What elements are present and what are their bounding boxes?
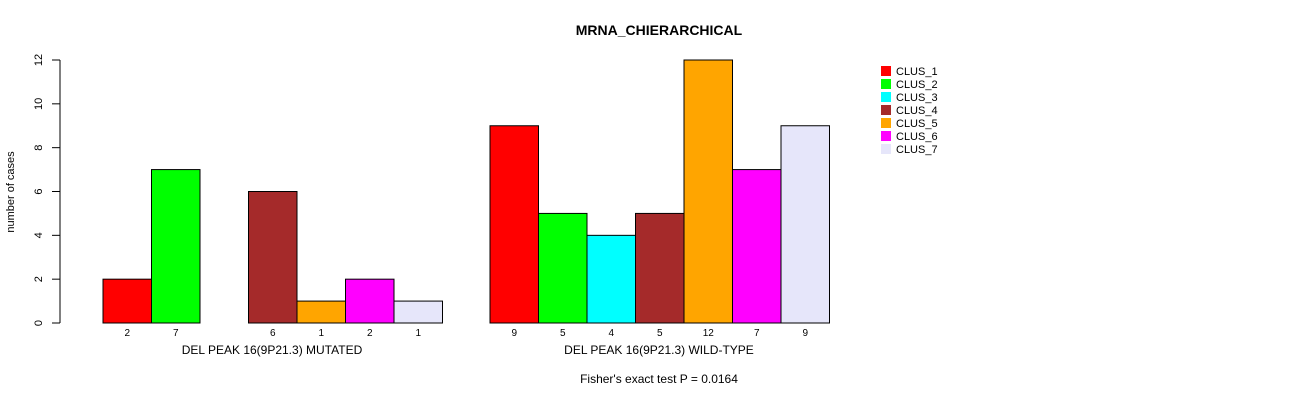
bar-value-label: 9 — [802, 328, 808, 339]
bar-value-label: 9 — [511, 328, 517, 339]
bar-clus-3-group-2 — [586, 234, 636, 324]
bar-value-labels: 2 7 6 1 2 1 9 5 4 5 12 7 9 — [124, 328, 808, 339]
legend: CLUS_1CLUS_2CLUS_3CLUS_4CLUS_5CLUS_6CLUS… — [881, 66, 938, 156]
legend-label: CLUS_4 — [896, 105, 938, 117]
legend-swatch-clus-4 — [881, 105, 891, 115]
y-tick-label: 12 — [33, 54, 45, 66]
bar-value-label: 5 — [560, 328, 566, 339]
bar-clus-6-group-1 — [345, 278, 395, 324]
bar-clus-5-group-1 — [296, 300, 346, 324]
bar-clus-5-group-2 — [683, 59, 733, 324]
bar-clus-4-group-1 — [248, 191, 298, 324]
legend-label: CLUS_5 — [896, 118, 938, 130]
legend-label: CLUS_7 — [896, 144, 938, 156]
bar-value-label: 1 — [415, 328, 421, 339]
legend-swatch-clus-3 — [881, 92, 891, 102]
legend-swatch-clus-7 — [881, 144, 891, 154]
legend-label: CLUS_1 — [896, 66, 938, 78]
bar-value-label: 6 — [270, 328, 276, 339]
y-tick-label: 8 — [33, 145, 45, 151]
bar-clus-6-group-2 — [732, 169, 782, 324]
bar-clus-2-group-2 — [538, 212, 588, 324]
group-label-wild-type: DEL PEAK 16(9P21.3) WILD-TYPE — [564, 343, 754, 357]
y-tick-label: 0 — [33, 320, 45, 326]
bar-clus-2-group-1 — [151, 169, 201, 324]
bar-clus-7-group-1 — [393, 300, 443, 324]
bar-clus-4-group-2 — [635, 212, 685, 324]
legend-label: CLUS_6 — [896, 131, 938, 143]
legend-swatch-clus-5 — [881, 118, 891, 128]
chart-title: MRNA_CHIERARCHICAL — [576, 22, 743, 38]
bar-value-label: 4 — [608, 328, 614, 339]
bars — [102, 59, 830, 324]
bar-clus-1-group-1 — [102, 278, 152, 324]
bar-value-label: 2 — [367, 328, 373, 339]
y-tick-label: 2 — [33, 276, 45, 282]
legend-swatch-clus-2 — [881, 79, 891, 89]
bar-value-label: 7 — [173, 328, 179, 339]
bar-value-label: 1 — [318, 328, 324, 339]
bar-value-label: 12 — [703, 328, 715, 339]
y-tick-label: 6 — [33, 188, 45, 194]
group-label-mutated: DEL PEAK 16(9P21.3) MUTATED — [182, 343, 363, 357]
bar-clus-7-group-2 — [780, 125, 830, 324]
fisher-test-footnote: Fisher's exact test P = 0.0164 — [580, 372, 738, 386]
legend-swatch-clus-1 — [881, 66, 891, 76]
y-axis: 0 2 4 6 8 10 12 — [33, 54, 61, 326]
legend-label: CLUS_2 — [896, 79, 938, 91]
bar-value-label: 7 — [754, 328, 760, 339]
legend-swatch-clus-6 — [881, 131, 891, 141]
y-axis-label: number of cases — [5, 151, 17, 233]
y-tick-label: 10 — [33, 98, 45, 110]
bar-value-label: 2 — [124, 328, 130, 339]
legend-label: CLUS_3 — [896, 92, 938, 104]
y-tick-label: 4 — [33, 232, 45, 238]
bar-value-label: 5 — [657, 328, 663, 339]
bar-clus-1-group-2 — [489, 125, 539, 324]
